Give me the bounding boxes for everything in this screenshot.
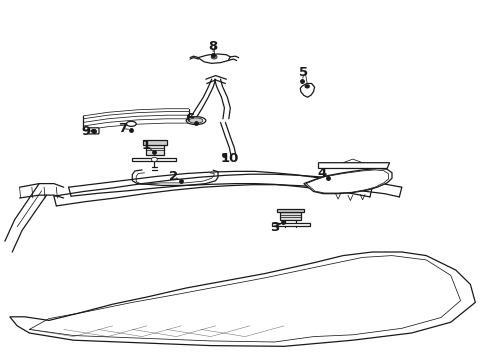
FancyBboxPatch shape <box>88 128 99 134</box>
Text: 6: 6 <box>186 112 195 125</box>
Polygon shape <box>272 223 310 226</box>
Circle shape <box>211 55 217 59</box>
Circle shape <box>305 85 309 88</box>
Circle shape <box>151 157 157 162</box>
Polygon shape <box>143 140 167 145</box>
Ellipse shape <box>186 117 206 125</box>
Ellipse shape <box>189 118 203 123</box>
Text: 1: 1 <box>142 139 150 152</box>
Polygon shape <box>198 54 230 63</box>
Polygon shape <box>280 212 301 220</box>
Polygon shape <box>277 209 304 212</box>
Text: 10: 10 <box>220 152 239 165</box>
Polygon shape <box>132 158 176 161</box>
Text: 8: 8 <box>209 40 218 53</box>
Polygon shape <box>146 144 164 155</box>
Text: 2: 2 <box>170 170 178 183</box>
Polygon shape <box>304 168 392 194</box>
Ellipse shape <box>126 121 136 126</box>
Polygon shape <box>300 84 315 97</box>
Polygon shape <box>318 163 390 168</box>
Circle shape <box>92 130 96 132</box>
Text: 3: 3 <box>270 221 279 234</box>
Text: 9: 9 <box>81 125 90 138</box>
Text: 5: 5 <box>299 66 308 79</box>
Text: 4: 4 <box>318 167 327 180</box>
Polygon shape <box>10 252 475 346</box>
Text: 7: 7 <box>118 122 127 135</box>
